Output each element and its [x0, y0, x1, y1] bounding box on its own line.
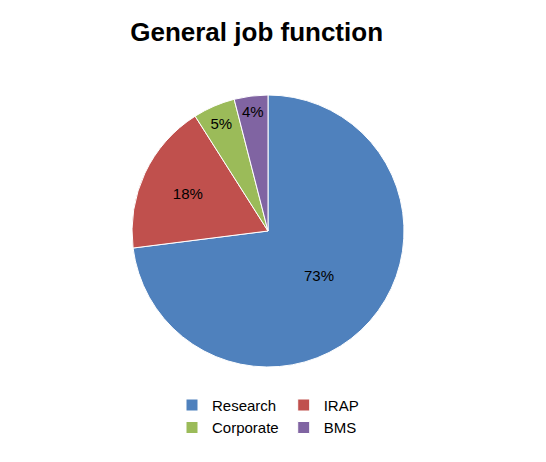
svg-text:18%: 18% — [173, 185, 203, 202]
svg-text:IRAP: IRAP — [324, 397, 359, 414]
svg-text:5%: 5% — [210, 115, 232, 132]
svg-text:4%: 4% — [242, 103, 264, 120]
svg-text:Research: Research — [212, 397, 276, 414]
svg-text:Corporate: Corporate — [212, 419, 279, 436]
svg-text:73%: 73% — [304, 267, 334, 284]
svg-text:BMS: BMS — [324, 419, 357, 436]
svg-text:General job function: General job function — [130, 17, 383, 47]
